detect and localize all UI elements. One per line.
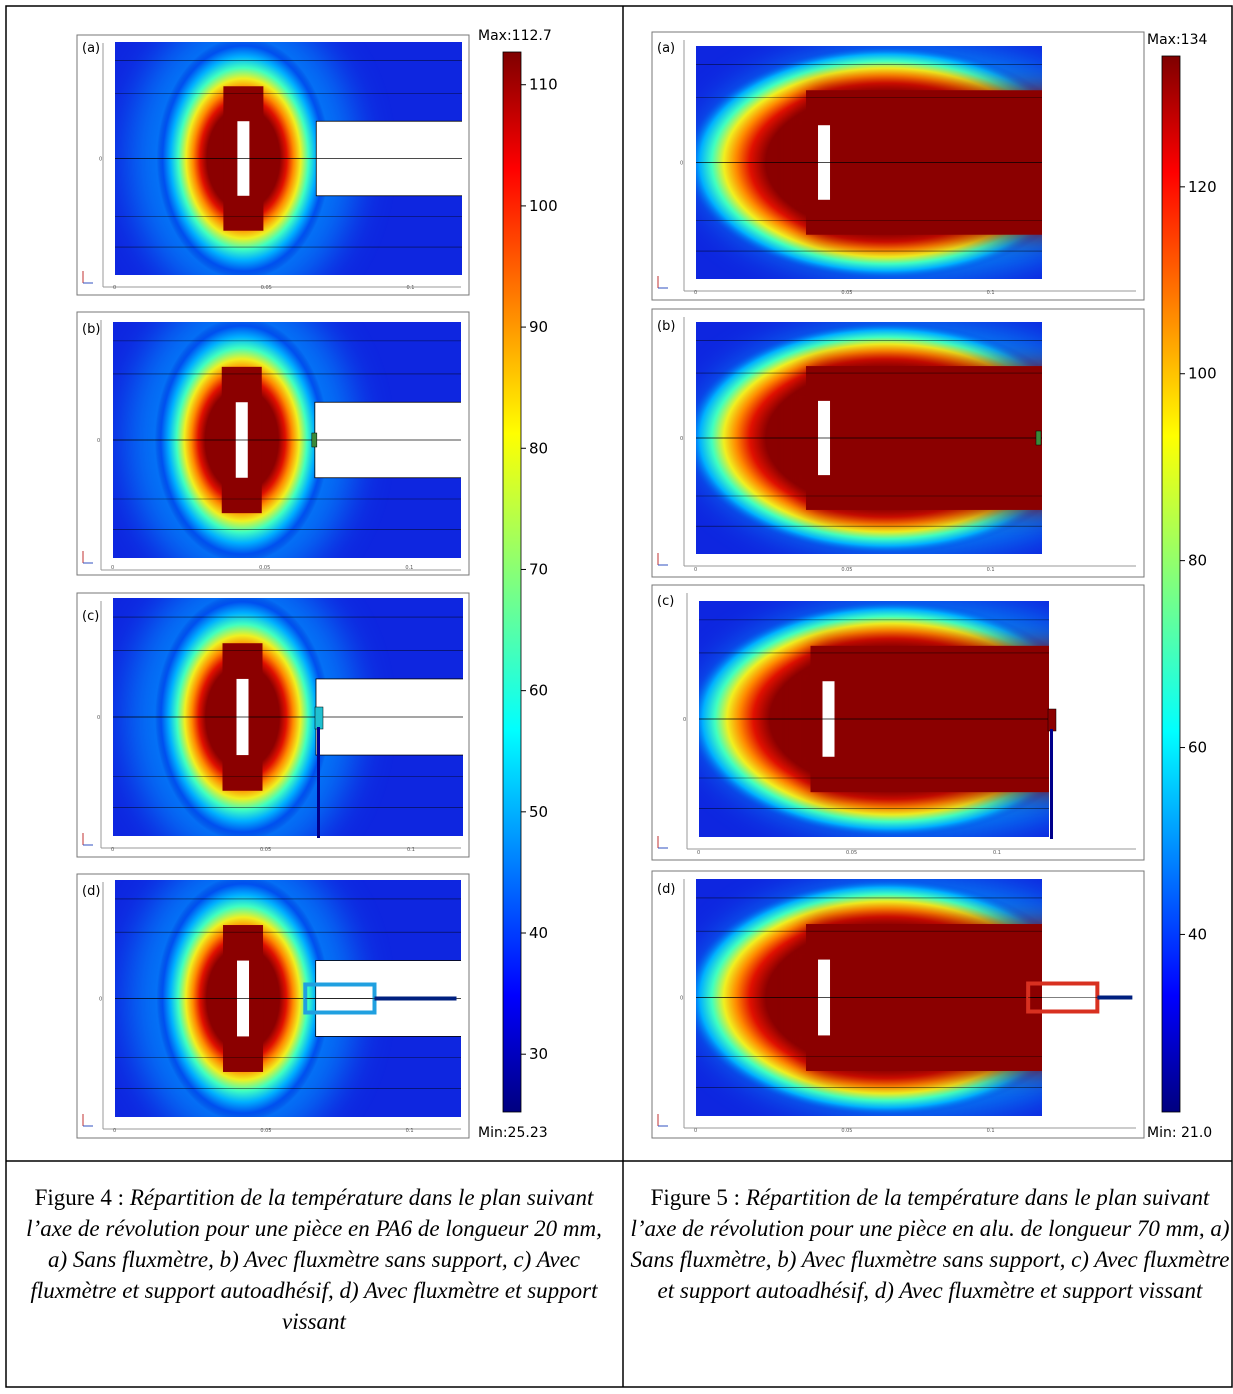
figure-4-caption-text: Répartition de la température dans le pl…: [26, 1185, 602, 1334]
temperature-field: [696, 879, 1042, 1116]
x-tick-label: 0.1: [406, 285, 414, 291]
y-tick-label: 0: [97, 715, 100, 721]
y-tick-label: 0: [99, 997, 102, 1003]
figure-4-caption-lead: Figure 4 :: [34, 1185, 130, 1210]
colorbar-tick-label: 90: [529, 318, 548, 336]
x-tick-label: 0.1: [407, 847, 415, 853]
temperature-field: [696, 46, 1042, 279]
panel-adhesive: (c) 0 0.05 0.1 0: [76, 592, 470, 858]
panel-label: (c): [82, 609, 99, 624]
colorbar-tick-label: 50: [529, 803, 548, 821]
table-borders: [5, 5, 1233, 1388]
x-tick-label: 0.05: [841, 1128, 852, 1134]
colorbar-min-label: Min:25.23: [478, 1125, 548, 1141]
x-tick-label: 0.1: [406, 1128, 414, 1134]
temperature-field: [696, 322, 1042, 554]
fluxmeter: [311, 432, 318, 448]
panel-nosupport: (b) 0 0.05 0.1 0: [651, 308, 1145, 578]
figure-5: (a) 0 0.05 0.1 0 (b) 0 0.05 0.1 0 (c) 0 0.05 0.1 0 (d) 0…: [651, 31, 1217, 1141]
y-tick-label: 0: [680, 161, 683, 167]
colorbar-tick-label: 100: [529, 197, 558, 215]
adhesive-support: [317, 727, 320, 838]
x-tick-label: 0.05: [260, 1128, 271, 1134]
colorbar-max-label: Max:134: [1147, 32, 1207, 48]
x-tick-label: 0: [694, 567, 697, 573]
colorbar: 110 100 90 80 70 60 50 40 30 Max:112.7 Min:25.23: [478, 28, 558, 1141]
x-tick-label: 0: [111, 847, 114, 853]
panel-adhesive: (c) 0 0.05 0.1 0: [651, 584, 1145, 861]
screw-shaft: [1097, 995, 1133, 1000]
figure-5-caption-text: Répartition de la température dans le pl…: [630, 1185, 1230, 1303]
x-tick-label: 0.1: [987, 567, 995, 573]
panel-screw: (d) 0 0.05 0.1 0: [651, 870, 1145, 1139]
figure-4: (a) 0 0.05 0.1 0 (b) 0 0.05 0.1 0 (c) 0 0.05 0.1 0 (d) 0…: [76, 28, 558, 1141]
x-tick-label: 0: [113, 1128, 116, 1134]
fluxmeter: [1035, 430, 1042, 446]
colorbar-tick-label: 110: [529, 76, 558, 94]
temperature-field: [113, 598, 463, 836]
colorbar: 120 100 80 60 40 Max:134 Min: 21.0: [1147, 32, 1217, 1141]
colorbar-tick-label: 70: [529, 560, 548, 578]
panel-label: (d): [657, 882, 675, 897]
x-tick-label: 0: [697, 850, 700, 856]
panel-label: (b): [82, 322, 100, 337]
figure-4-caption: Figure 4 : Répartition de la température…: [14, 1182, 614, 1337]
temperature-field: [115, 42, 462, 275]
fluxmeter: [314, 706, 324, 730]
fluxmeter: [1047, 708, 1057, 732]
y-tick-label: 0: [99, 157, 102, 163]
colorbar-tick-label: 30: [529, 1045, 548, 1063]
figure-5-caption: Figure 5 : Répartition de la température…: [630, 1182, 1230, 1306]
x-tick-label: 0.1: [405, 565, 413, 571]
screw-shaft: [374, 996, 457, 1001]
x-tick-label: 0.05: [260, 847, 271, 853]
temperature-field: [115, 880, 461, 1117]
x-tick-label: 0.05: [841, 290, 852, 296]
panel-label: (b): [657, 319, 675, 334]
y-tick-label: 0: [683, 717, 686, 723]
y-tick-label: 0: [680, 436, 683, 442]
panel-label: (c): [657, 594, 674, 609]
x-tick-label: 0: [113, 285, 116, 291]
colorbar-tick-label: 100: [1188, 365, 1217, 383]
temperature-field: [113, 322, 461, 558]
colorbar-tick-label: 80: [1188, 552, 1207, 570]
x-tick-label: 0: [111, 565, 114, 571]
colorbar-tick-label: 80: [529, 439, 548, 457]
colorbar-tick-label: 40: [529, 924, 548, 942]
x-tick-label: 0.05: [841, 567, 852, 573]
colorbar-tick-label: 60: [529, 682, 548, 700]
x-tick-label: 0.05: [259, 565, 270, 571]
x-tick-label: 0.1: [987, 1128, 995, 1134]
x-tick-label: 0.05: [846, 850, 857, 856]
temperature-field: [699, 601, 1049, 837]
adhesive-support: [1050, 729, 1053, 839]
x-tick-label: 0.05: [261, 285, 272, 291]
colorbar-gradient: [1161, 55, 1181, 1113]
x-tick-label: 0: [694, 1128, 697, 1134]
colorbar-tick-label: 40: [1188, 925, 1207, 943]
colorbar-min-label: Min: 21.0: [1147, 1125, 1212, 1141]
colorbar-gradient: [502, 51, 522, 1113]
panel-label: (a): [82, 41, 100, 56]
x-tick-label: 0: [694, 290, 697, 296]
colorbar-tick-label: 60: [1188, 739, 1207, 757]
panel-none: (a) 0 0.05 0.1 0: [651, 31, 1145, 301]
y-tick-label: 0: [97, 438, 100, 444]
panel-screw: (d) 0 0.05 0.1 0: [76, 873, 470, 1139]
panel-label: (a): [657, 41, 675, 56]
x-tick-label: 0.1: [993, 850, 1001, 856]
panel-label: (d): [82, 884, 100, 899]
y-tick-label: 0: [680, 996, 683, 1002]
panel-none: (a) 0 0.05 0.1 0: [76, 34, 470, 296]
colorbar-max-label: Max:112.7: [478, 28, 552, 44]
panel-nosupport: (b) 0 0.05 0.1 0: [76, 311, 470, 576]
figure-5-caption-lead: Figure 5 :: [650, 1185, 746, 1210]
x-tick-label: 0.1: [987, 290, 995, 296]
colorbar-tick-label: 120: [1188, 178, 1217, 196]
